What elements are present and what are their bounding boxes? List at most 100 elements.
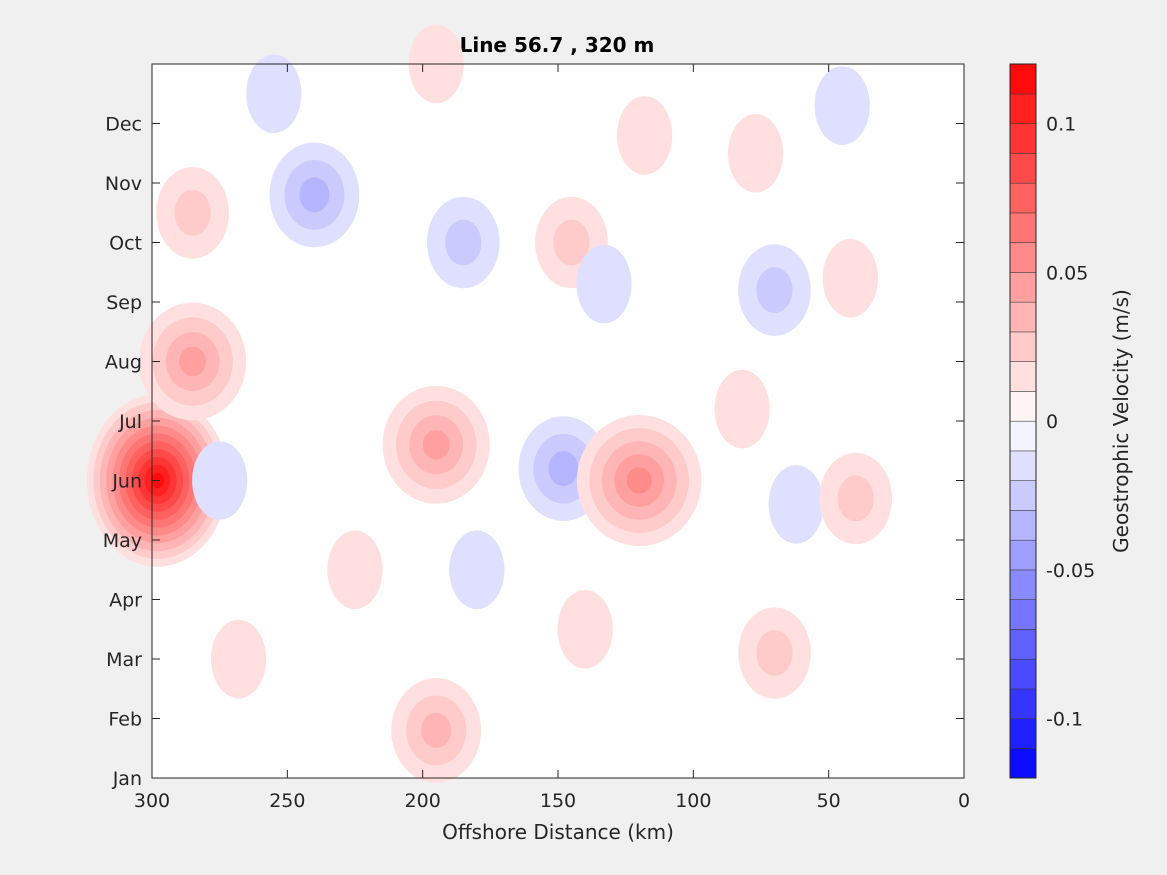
- x-tick-label: 250: [269, 790, 305, 812]
- contour-level: [822, 238, 878, 318]
- contour-level: [756, 267, 793, 313]
- colorbar-tick-label: 0.1: [1046, 114, 1076, 136]
- colorbar: -0.1 -0.05 0 0.05 0.1: [1009, 63, 1095, 779]
- colorbar-swatch: [1009, 569, 1037, 601]
- colorbar-tick-label: 0.05: [1046, 262, 1088, 284]
- x-tick-label: 150: [540, 790, 576, 812]
- x-axis-label: Offshore Distance (km): [442, 820, 674, 844]
- contour-feature: [269, 142, 360, 248]
- contour-level: [756, 630, 793, 676]
- colorbar-swatch: [1009, 688, 1037, 720]
- contour-feature: [768, 465, 824, 544]
- contour-feature: [391, 678, 482, 783]
- contour-feature: [617, 96, 673, 175]
- chart-title: Line 56.7 , 320 m: [460, 33, 655, 57]
- colorbar-tick-label: -0.05: [1046, 560, 1095, 582]
- contour-feature: [427, 196, 500, 289]
- contour-level: [211, 619, 267, 699]
- contour-level: [174, 189, 211, 236]
- contour-level: [449, 530, 505, 610]
- contour-level: [576, 244, 632, 324]
- colorbar-swatch: [1009, 271, 1037, 303]
- contour-level: [327, 530, 383, 610]
- contour-level: [553, 219, 590, 266]
- contour-level: [768, 465, 824, 544]
- contour-level: [617, 96, 673, 175]
- y-tick-label: May: [103, 530, 142, 552]
- contour-feature: [139, 302, 247, 421]
- contour-feature: [814, 66, 870, 145]
- colorbar-swatch: [1009, 63, 1037, 95]
- colorbar-swatch: [1009, 93, 1037, 125]
- contour-level: [246, 54, 302, 134]
- x-tick-label: 200: [405, 790, 441, 812]
- colorbar-swatch: [1009, 539, 1037, 571]
- y-tick-label: Feb: [108, 709, 142, 731]
- y-tick-label: Dec: [105, 114, 142, 136]
- colorbar-swatch: [1009, 480, 1037, 511]
- y-tick-label: Jul: [118, 411, 142, 433]
- colorbar-swatch: [1009, 658, 1037, 690]
- colorbar-swatch: [1009, 212, 1037, 244]
- contour-level: [445, 219, 482, 266]
- contour-level: [837, 475, 874, 522]
- colorbar-swatch: [1009, 331, 1037, 363]
- contour-level: [557, 590, 613, 669]
- colorbar-swatch: [1009, 509, 1037, 541]
- y-tick-label: Sep: [106, 292, 142, 314]
- colorbar-swatch: [1009, 123, 1037, 154]
- contour-feature: [327, 530, 383, 610]
- colorbar-swatch: [1009, 242, 1037, 273]
- contour-feature: [728, 114, 784, 193]
- colorbar-label: Geostrophic Velocity (m/s): [1109, 289, 1133, 553]
- contour-level: [626, 467, 652, 494]
- colorbar-swatch: [1009, 390, 1037, 422]
- colorbar-swatch: [1009, 152, 1037, 184]
- colorbar-swatch: [1009, 628, 1037, 660]
- contour-feature: [156, 167, 229, 259]
- contour-feature: [576, 244, 632, 324]
- contour-level: [421, 712, 452, 748]
- y-tick-label: Aug: [105, 352, 142, 374]
- colorbar-swatch: [1009, 450, 1037, 482]
- contour-level: [179, 346, 207, 377]
- contour-feature: [576, 415, 702, 546]
- contour-feature: [822, 238, 878, 318]
- y-tick-label: Jun: [111, 471, 142, 493]
- colorbar-swatch: [1009, 718, 1037, 749]
- x-tick-label: 50: [817, 790, 841, 812]
- y-tick-label: Oct: [109, 233, 142, 255]
- y-tick-label: Jan: [112, 768, 142, 790]
- x-tick-label: 100: [675, 790, 711, 812]
- contour-feature: [382, 385, 490, 504]
- colorbar-swatch: [1009, 747, 1037, 779]
- contour-level: [814, 66, 870, 145]
- contour-level: [299, 177, 330, 213]
- contour-feature: [819, 452, 892, 545]
- contour-feature: [246, 54, 302, 134]
- contour-feature: [449, 530, 505, 610]
- colorbar-frame: [1009, 63, 1037, 779]
- colorbar-swatch: [1009, 361, 1037, 392]
- y-tick-label: Mar: [106, 649, 142, 671]
- y-tick-label: Apr: [109, 590, 142, 612]
- contour-level: [728, 114, 784, 193]
- colorbar-swatch: [1009, 599, 1037, 630]
- contour-level: [548, 451, 579, 487]
- colorbar-tick-label: 0: [1046, 411, 1058, 433]
- contour-feature: [557, 590, 613, 669]
- contour-feature: [738, 607, 811, 699]
- contour-level: [422, 430, 450, 460]
- x-tick-label: 300: [134, 790, 170, 812]
- contour-feature: [192, 441, 248, 520]
- plot-axes: 300 250 200 150 100 50 0 Jan Feb Mar Apr May Jun Jul A…: [103, 63, 970, 812]
- colorbar-swatch: [1009, 420, 1037, 452]
- contour-feature: [211, 619, 267, 699]
- contour-level: [714, 369, 770, 449]
- colorbar-swatch: [1009, 301, 1037, 333]
- colorbar-tick-label: -0.1: [1046, 709, 1083, 731]
- colorbar-swatch: [1009, 182, 1037, 214]
- contour-feature: [714, 369, 770, 449]
